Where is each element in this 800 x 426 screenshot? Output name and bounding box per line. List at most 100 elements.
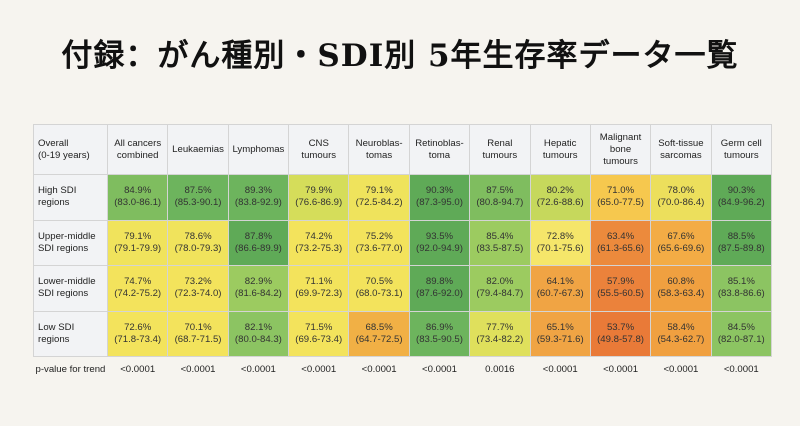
table-cell: 87.5% (85.3-90.1) xyxy=(167,174,229,221)
confidence-interval: (68.0-73.1) xyxy=(355,288,403,300)
survival-value: 89.8% xyxy=(425,276,454,288)
survival-value: 71.5% xyxy=(305,321,333,333)
table-cell: 72.8% (70.1-75.6) xyxy=(529,219,591,266)
text-line: Overall xyxy=(38,137,69,149)
survival-table: Overall (0-19 years) All cancers combined Le… xyxy=(33,124,773,383)
survival-value: 93.5% xyxy=(425,230,454,242)
confidence-interval: (82.0-87.1) xyxy=(717,333,765,345)
survival-value: 70.5% xyxy=(365,276,393,288)
column-header: Malignant bone tumours xyxy=(589,124,652,175)
table-cell: 58.4% (54.3-62.7) xyxy=(650,310,712,357)
confidence-interval: (73.4-82.2) xyxy=(476,333,524,345)
confidence-interval: (64.7-72.5) xyxy=(355,333,403,345)
confidence-interval: (55.5-60.5) xyxy=(597,288,645,300)
row-label: High SDI regions xyxy=(33,174,108,221)
text-line: regions xyxy=(38,333,70,345)
pvalue-cell: <0.0001 xyxy=(240,363,276,375)
survival-value: 58.4% xyxy=(667,321,695,333)
confidence-interval: (78.0-79.3) xyxy=(174,242,222,254)
survival-value: 82.9% xyxy=(244,276,272,288)
corner-header: Overall (0-19 years) xyxy=(33,124,108,175)
confidence-interval: (83.8-86.6) xyxy=(717,288,765,300)
table-cell: 70.1% (68.7-71.5) xyxy=(167,310,229,357)
table-cell: 86.9% (83.5-90.5) xyxy=(408,310,471,357)
table-cell: 73.2% (72.3-74.0) xyxy=(167,265,229,312)
table-cell: 85.1% (83.8-86.6) xyxy=(710,265,773,312)
survival-value: 60.8% xyxy=(667,276,695,288)
table-cell: 88.5% (87.5-89.8) xyxy=(710,219,773,266)
page-title: 付録：がん種別・SDI別 5年生存率データ一覧 xyxy=(61,38,739,74)
confidence-interval: (68.7-71.5) xyxy=(174,333,222,345)
survival-value: 79.1% xyxy=(124,230,152,242)
text-line: Malignant xyxy=(599,131,642,143)
table-row: Low SDI regions 72.6% (71.8-73.4) 70.1% (68.7… xyxy=(33,310,773,357)
confidence-interval: (59.3-71.6) xyxy=(536,333,584,345)
table-row: High SDI regions 84.9% (83.0-86.1) 87.5% (85.… xyxy=(33,174,773,221)
table-cell: 72.6% (71.8-73.4) xyxy=(106,310,169,357)
confidence-interval: (69.9-72.3) xyxy=(295,288,343,300)
text-line: Neuroblas- xyxy=(355,137,403,149)
column-header: All cancers combined xyxy=(106,124,169,175)
table-cell: 60.8% (58.3-63.4) xyxy=(650,265,712,312)
survival-value: 77.7% xyxy=(486,321,514,333)
confidence-interval: (61.3-65.6) xyxy=(597,242,645,254)
confidence-interval: (72.6-88.6) xyxy=(536,197,584,209)
survival-value: 53.7% xyxy=(606,321,635,333)
pvalue-label: p-value for trend xyxy=(35,363,106,375)
column-header: Retinoblas-toma xyxy=(408,124,471,175)
pvalue-cell: <0.0001 xyxy=(723,363,759,375)
text-line: bone xyxy=(609,143,632,155)
confidence-interval: (83.8-92.9) xyxy=(234,197,282,209)
table-cell: 78.6% (78.0-79.3) xyxy=(167,219,229,266)
text-line: tumours xyxy=(301,149,337,161)
survival-value: 84.5% xyxy=(727,321,755,333)
survival-value: 67.6% xyxy=(667,230,695,242)
survival-value: 82.0% xyxy=(486,276,514,288)
table-cell: 89.3% (83.8-92.9) xyxy=(227,174,290,221)
confidence-interval: (65.6-69.6) xyxy=(657,242,705,254)
confidence-interval: (54.3-62.7) xyxy=(657,333,705,345)
survival-value: 84.9% xyxy=(124,185,152,197)
confidence-interval: (58.3-63.4) xyxy=(657,288,705,300)
column-header: Renal tumours xyxy=(469,124,531,175)
pvalue-cell: 0.0016 xyxy=(485,363,515,375)
text-line: Hepatic xyxy=(543,137,577,149)
text-line: tomas xyxy=(366,149,393,161)
table-cell: 75.2% (73.6-77.0) xyxy=(348,219,410,266)
table-cell: 89.8% (87.6-92.0) xyxy=(408,265,471,312)
confidence-interval: (70.1-75.6) xyxy=(536,242,584,254)
confidence-interval: (72.3-74.0) xyxy=(174,288,222,300)
survival-value: 71.0% xyxy=(606,185,635,197)
table-cell: 80.2% (72.6-88.6) xyxy=(529,174,591,221)
table-cell: 78.0% (70.0-86.4) xyxy=(650,174,712,221)
confidence-interval: (92.0-94.9) xyxy=(416,242,463,254)
text-line: All cancers xyxy=(114,137,162,149)
survival-value: 79.1% xyxy=(365,185,393,197)
survival-value: 74.2% xyxy=(305,230,333,242)
table-cell: 70.5% (68.0-73.1) xyxy=(348,265,410,312)
confidence-interval: (72.5-84.2) xyxy=(355,197,403,209)
survival-value: 90.3% xyxy=(425,185,454,197)
table-cell: 71.0% (65.0-77.5) xyxy=(589,174,652,221)
confidence-interval: (85.3-90.1) xyxy=(174,197,222,209)
pvalue-cell: <0.0001 xyxy=(663,363,699,375)
table-cell: 71.5% (69.6-73.4) xyxy=(288,310,350,357)
confidence-interval: (69.6-73.4) xyxy=(295,333,343,345)
confidence-interval: (87.6-92.0) xyxy=(416,288,463,300)
header-row: Overall (0-19 years) All cancers combined Le… xyxy=(33,124,773,175)
row-label: Upper-middle SDI regions xyxy=(33,219,108,266)
table-cell: 68.5% (64.7-72.5) xyxy=(348,310,410,357)
text-line: tumours xyxy=(542,149,578,161)
confidence-interval: (87.5-89.8) xyxy=(717,242,765,254)
table-cell: 77.7% (73.4-82.2) xyxy=(469,310,531,357)
pvalue-cell: <0.0001 xyxy=(180,363,216,375)
text-line: toma xyxy=(428,149,451,161)
table-cell: 74.7% (74.2-75.2) xyxy=(106,265,169,312)
survival-value: 80.2% xyxy=(546,185,574,197)
pvalue-cell: <0.0001 xyxy=(603,363,639,375)
confidence-interval: (80.0-84.3) xyxy=(234,333,282,345)
table-cell: 57.9% (55.5-60.5) xyxy=(589,265,652,312)
text-line: tumours xyxy=(482,149,518,161)
pvalue-cell: <0.0001 xyxy=(301,363,337,375)
table-cell: 82.0% (79.4-84.7) xyxy=(469,265,531,312)
